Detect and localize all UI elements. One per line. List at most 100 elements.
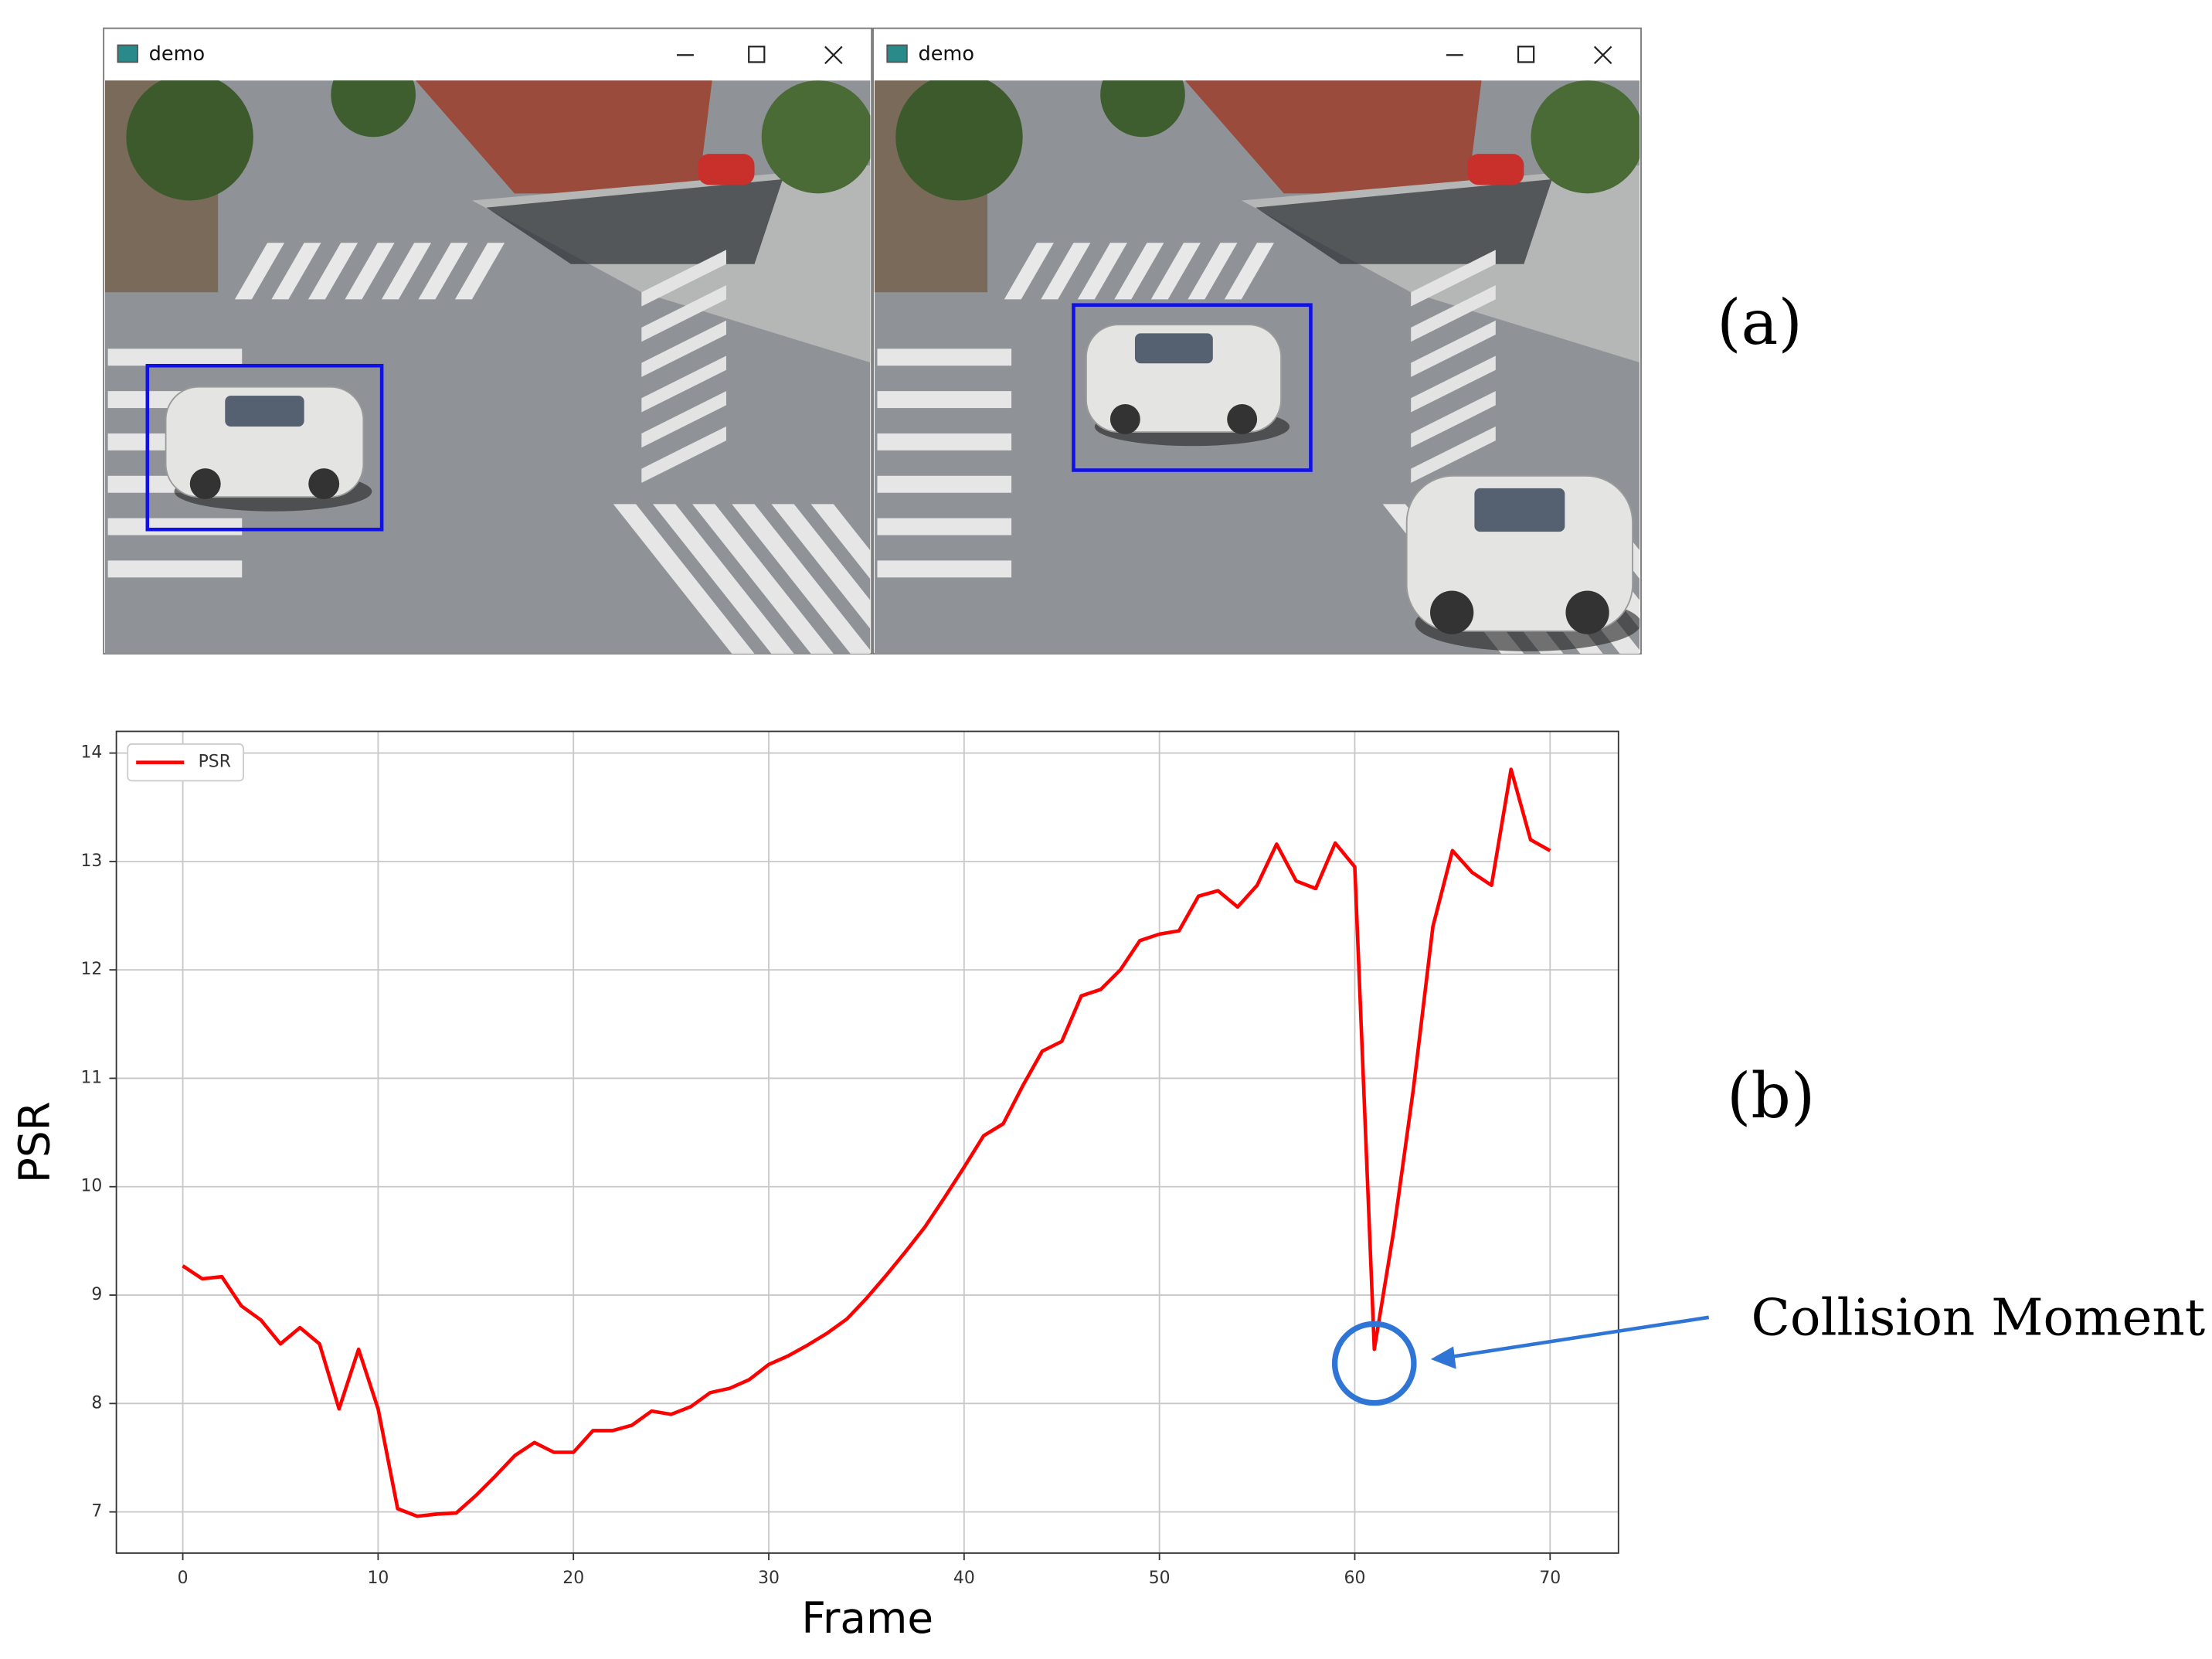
crosswalk-stripe	[613, 504, 755, 654]
crosswalk-stripe	[641, 285, 726, 342]
car-wheel	[1565, 590, 1609, 634]
crosswalk-stripe	[345, 243, 395, 300]
panel-a: demo demo	[103, 27, 1642, 654]
y-tick-label: 10	[80, 1177, 102, 1196]
crosswalk-stripe	[1004, 243, 1054, 300]
shadow	[486, 179, 783, 264]
crosswalk-stripe	[877, 560, 1012, 578]
shadow	[1256, 179, 1552, 264]
window-title: demo	[918, 42, 974, 66]
app-window: demo	[872, 27, 1642, 654]
car-wheel	[189, 468, 221, 500]
y-tick-label: 13	[80, 852, 102, 871]
crosswalk-stripe	[641, 391, 726, 448]
crosswalk-stripe	[107, 518, 243, 535]
plot-area	[116, 731, 1619, 1553]
tracking-box	[145, 363, 384, 532]
legend: PSR	[127, 743, 244, 782]
car-wheel	[1430, 590, 1474, 634]
window-title: demo	[149, 42, 206, 66]
maximize-button[interactable]	[748, 46, 766, 63]
car-body	[1405, 474, 1633, 632]
crosswalk-stripe	[308, 243, 358, 300]
crosswalk-stripe	[1077, 243, 1127, 300]
parked-car	[1467, 154, 1524, 185]
crosswalk-stripe	[271, 243, 321, 300]
car-window	[225, 396, 304, 427]
app-window: demo	[103, 27, 873, 654]
crosswalk-stripe	[692, 504, 834, 654]
crosswalk-stripe	[107, 348, 243, 366]
crosswalk-stripe	[1411, 250, 1496, 307]
crosswalk-stripe	[107, 560, 243, 578]
x-tick-label: 70	[1539, 1569, 1561, 1588]
legend-box	[127, 743, 244, 782]
crosswalk-stripe	[1411, 355, 1496, 413]
plot-frame	[115, 730, 1619, 1554]
close-button[interactable]	[1593, 46, 1612, 65]
annotation-arrow	[1444, 1315, 1710, 1360]
crosswalk-stripe	[641, 355, 726, 413]
maximize-button[interactable]	[1517, 46, 1535, 63]
x-tick-label: 10	[367, 1569, 389, 1588]
car-wheel	[1109, 404, 1140, 434]
panel-label: (a)	[1717, 286, 1803, 359]
panel-label: (b)	[1727, 1059, 1815, 1132]
window-icon	[117, 44, 138, 63]
crosswalk-stripe	[877, 475, 1012, 493]
legend-label: PSR	[199, 753, 231, 772]
car-wheel	[308, 468, 340, 500]
y-tick-label: 14	[80, 743, 102, 763]
tree	[761, 80, 871, 194]
tree	[1100, 80, 1185, 138]
car-body	[165, 386, 365, 498]
crosswalk-stripe	[641, 426, 726, 483]
y-tick-label: 11	[80, 1068, 102, 1087]
crosswalk-stripe	[234, 243, 285, 300]
panel-b: 0 10 20 30 40 50 60 70 7 8 9 10 11 12 13 14 Frame PSR PSR C…	[9, 730, 2206, 1643]
crosswalk-stripe	[1041, 243, 1091, 300]
car-wheel	[1227, 404, 1258, 434]
x-tick-label: 0	[178, 1569, 189, 1588]
crosswalk-stripe	[641, 250, 726, 307]
crosswalk-stripe	[732, 504, 871, 654]
tree	[895, 80, 1023, 201]
y-tick-label: 12	[80, 960, 102, 979]
parked-car	[698, 154, 755, 185]
crosswalk-stripe	[641, 320, 726, 377]
x-axis-title: Frame	[801, 1593, 933, 1643]
crosswalk-stripe	[1224, 243, 1274, 300]
crosswalk-stripe	[418, 243, 468, 300]
y-tick-label: 7	[91, 1502, 102, 1521]
crosswalk-stripe	[877, 518, 1012, 535]
y-axis-title: PSR	[9, 1101, 59, 1183]
x-tick-label: 60	[1344, 1569, 1366, 1588]
window-icon	[886, 44, 908, 63]
tree	[331, 80, 416, 138]
video-frame	[104, 80, 871, 654]
line-series	[182, 767, 1551, 1518]
annotation-text: Collision Moment	[1752, 1287, 2206, 1347]
crosswalk-stripe	[1411, 426, 1496, 483]
x-tick-label: 50	[1149, 1569, 1171, 1588]
x-tick-label: 30	[758, 1569, 780, 1588]
x-tick-label: 40	[953, 1569, 975, 1588]
tracking-box	[1072, 303, 1313, 472]
crosswalk-stripe	[652, 504, 794, 654]
y-tick-label: 9	[91, 1285, 102, 1304]
close-button[interactable]	[824, 46, 843, 65]
crosswalk-stripe	[1411, 391, 1496, 448]
crosswalk-stripe	[381, 243, 432, 300]
x-tick-label: 20	[562, 1569, 584, 1588]
car-window	[1474, 488, 1565, 532]
crosswalk-stripe	[1114, 243, 1164, 300]
crosswalk-stripe	[1188, 243, 1238, 300]
video-frame	[874, 80, 1640, 654]
crosswalk-stripe	[877, 348, 1012, 366]
tree	[126, 80, 253, 201]
crosswalk-stripe	[877, 391, 1012, 409]
annotation-arrowhead	[1430, 1346, 1456, 1369]
annotation-circle	[1331, 1321, 1417, 1406]
